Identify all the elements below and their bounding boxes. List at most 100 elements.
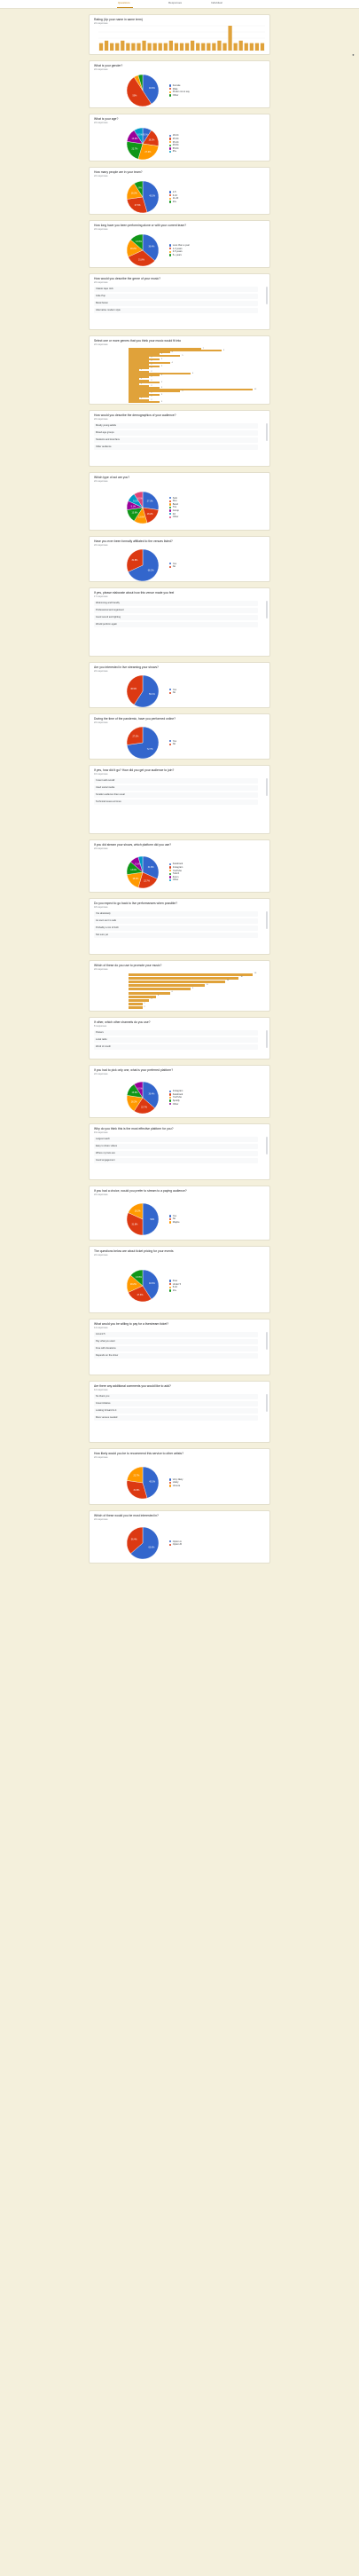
scrollbar[interactable] <box>266 1394 268 1412</box>
question-title: Why do you think this is the most effect… <box>94 1127 174 1130</box>
pie-slice <box>126 1526 144 1555</box>
question-card: If you had a choice, would you prefer to… <box>89 1186 270 1241</box>
bar <box>129 364 150 366</box>
bar-value: 3 <box>151 998 152 1001</box>
question-title: Are there any additional comments you wo… <box>94 1384 171 1388</box>
legend-item: Yes <box>169 562 176 565</box>
bar <box>142 40 146 51</box>
pie-slice <box>137 143 160 161</box>
legend-label: Duo <box>172 500 177 503</box>
legend-item: Duo <box>169 500 179 503</box>
bar <box>129 369 139 371</box>
response-count: 16 responses <box>94 773 108 776</box>
bar <box>147 43 152 51</box>
response-item: Depends on the show <box>94 1353 258 1359</box>
tab-individual[interactable]: Individual <box>211 1 222 4</box>
question-card: If other, which other channels do you us… <box>89 1017 270 1060</box>
legend-item: Prefer not to say <box>169 91 190 94</box>
legend-swatch <box>169 244 172 247</box>
pie-chart: 72.7% 27.3% <box>126 726 160 759</box>
pie-slice <box>133 1081 144 1099</box>
legend-label: Less than a year <box>172 244 190 248</box>
legend-item: Other <box>169 94 190 98</box>
bar <box>184 43 190 51</box>
pie-slice-label: 18.2% <box>147 513 154 516</box>
question-title: Select one or more genres that you think… <box>94 339 182 343</box>
legend-label: Twitch <box>172 872 180 876</box>
pie-slice-label: 36.4% <box>131 1538 138 1540</box>
pie-slice-label: 13.6% <box>136 1276 143 1279</box>
more-options-icon[interactable]: ● <box>352 52 355 57</box>
scrollbar[interactable] <box>266 601 268 618</box>
pie-slice <box>142 180 160 213</box>
response-item: Not sure yet <box>94 933 258 938</box>
scrollbar[interactable] <box>266 1332 268 1350</box>
scrollbar[interactable] <box>266 911 268 929</box>
legend-swatch <box>169 84 172 87</box>
legend-swatch <box>169 739 172 743</box>
question-card: If yes, please elaborate about how this … <box>89 587 270 657</box>
legend-label: Solo <box>172 496 177 500</box>
response-count: 8 responses <box>94 1025 107 1028</box>
legend-item: No <box>169 743 176 746</box>
bar-value: 2 <box>151 380 152 382</box>
pie-slice-label: 9.1% <box>133 500 138 503</box>
legend-label: 1-5 <box>172 191 176 194</box>
pie-slice-label: 31.8% <box>138 258 145 261</box>
bar-value: 2 <box>151 357 152 358</box>
bar <box>129 991 170 995</box>
bar-value: 11 <box>206 983 208 986</box>
bar-value: 9 <box>223 350 225 351</box>
response-count: 22 responses <box>94 122 108 124</box>
bar <box>129 988 191 991</box>
legend-label: Instagram <box>172 1090 183 1093</box>
legend-label: Other <box>172 878 179 882</box>
response-item: Technical issues at times <box>94 800 258 805</box>
response-item: Good engagement <box>94 1158 258 1163</box>
pie-chart: 9.1%18.2%27.3%22.7%13.6%9.1% <box>126 127 160 161</box>
legend-swatch <box>169 1540 172 1543</box>
legend-swatch <box>169 140 172 144</box>
scrollbar[interactable] <box>266 1137 268 1154</box>
question-card: Which of these do you use to promote you… <box>89 960 270 1012</box>
pie-slice-label: 18.2% <box>148 138 155 141</box>
pie-slice <box>142 1202 160 1236</box>
scrollbar[interactable] <box>266 778 268 796</box>
legend-item: Spotify <box>169 1099 183 1103</box>
question-title: What would you be willing to pay for a l… <box>94 1322 169 1326</box>
bar-value: 2 <box>151 385 152 387</box>
pie-slice <box>133 491 144 508</box>
bar-value: 12 <box>254 389 257 390</box>
response-count: 22 responses <box>94 544 108 547</box>
legend-label: 20+ <box>172 200 177 203</box>
legend-item: 45-54 <box>169 144 178 147</box>
legend-item: 10+ <box>169 1289 181 1293</box>
tab-questions[interactable]: Questions <box>118 1 130 4</box>
pie-slice-label: 40.9% <box>149 87 156 90</box>
pie-slice <box>130 233 144 251</box>
response-count: 22 responses <box>94 228 108 231</box>
legend-item: Yes <box>169 688 176 691</box>
legend-item: Maybe <box>169 1221 180 1225</box>
chart-legend: Free Under 5 5-10 10+ <box>169 1280 181 1292</box>
pie-slice <box>142 1081 160 1109</box>
bar <box>129 367 150 369</box>
tab-responses[interactable]: Responses <box>168 1 183 4</box>
scrollbar[interactable] <box>266 1030 268 1048</box>
bar <box>131 43 136 51</box>
response-item: Older audience <box>94 445 258 450</box>
scrollbar[interactable] <box>266 287 268 304</box>
question-card: During the time of the pandemic, have yo… <box>89 713 270 760</box>
legend-swatch <box>169 197 172 200</box>
legend-swatch <box>169 247 172 250</box>
bar <box>233 43 238 51</box>
response-count: 22 responses <box>94 175 108 177</box>
scrollbar[interactable] <box>266 423 268 441</box>
legend-item: Other <box>169 1102 183 1106</box>
legend-swatch <box>169 691 172 694</box>
question-card: If yes, how did it go? How did you get y… <box>89 765 270 834</box>
response-count: 22 responses <box>94 281 108 284</box>
legend-label: Group <box>172 509 179 513</box>
pie-chart: 40.9% 27.3% 18.2% 13.6% <box>126 1269 160 1303</box>
pie-slice-label: 9.1% <box>131 505 137 508</box>
